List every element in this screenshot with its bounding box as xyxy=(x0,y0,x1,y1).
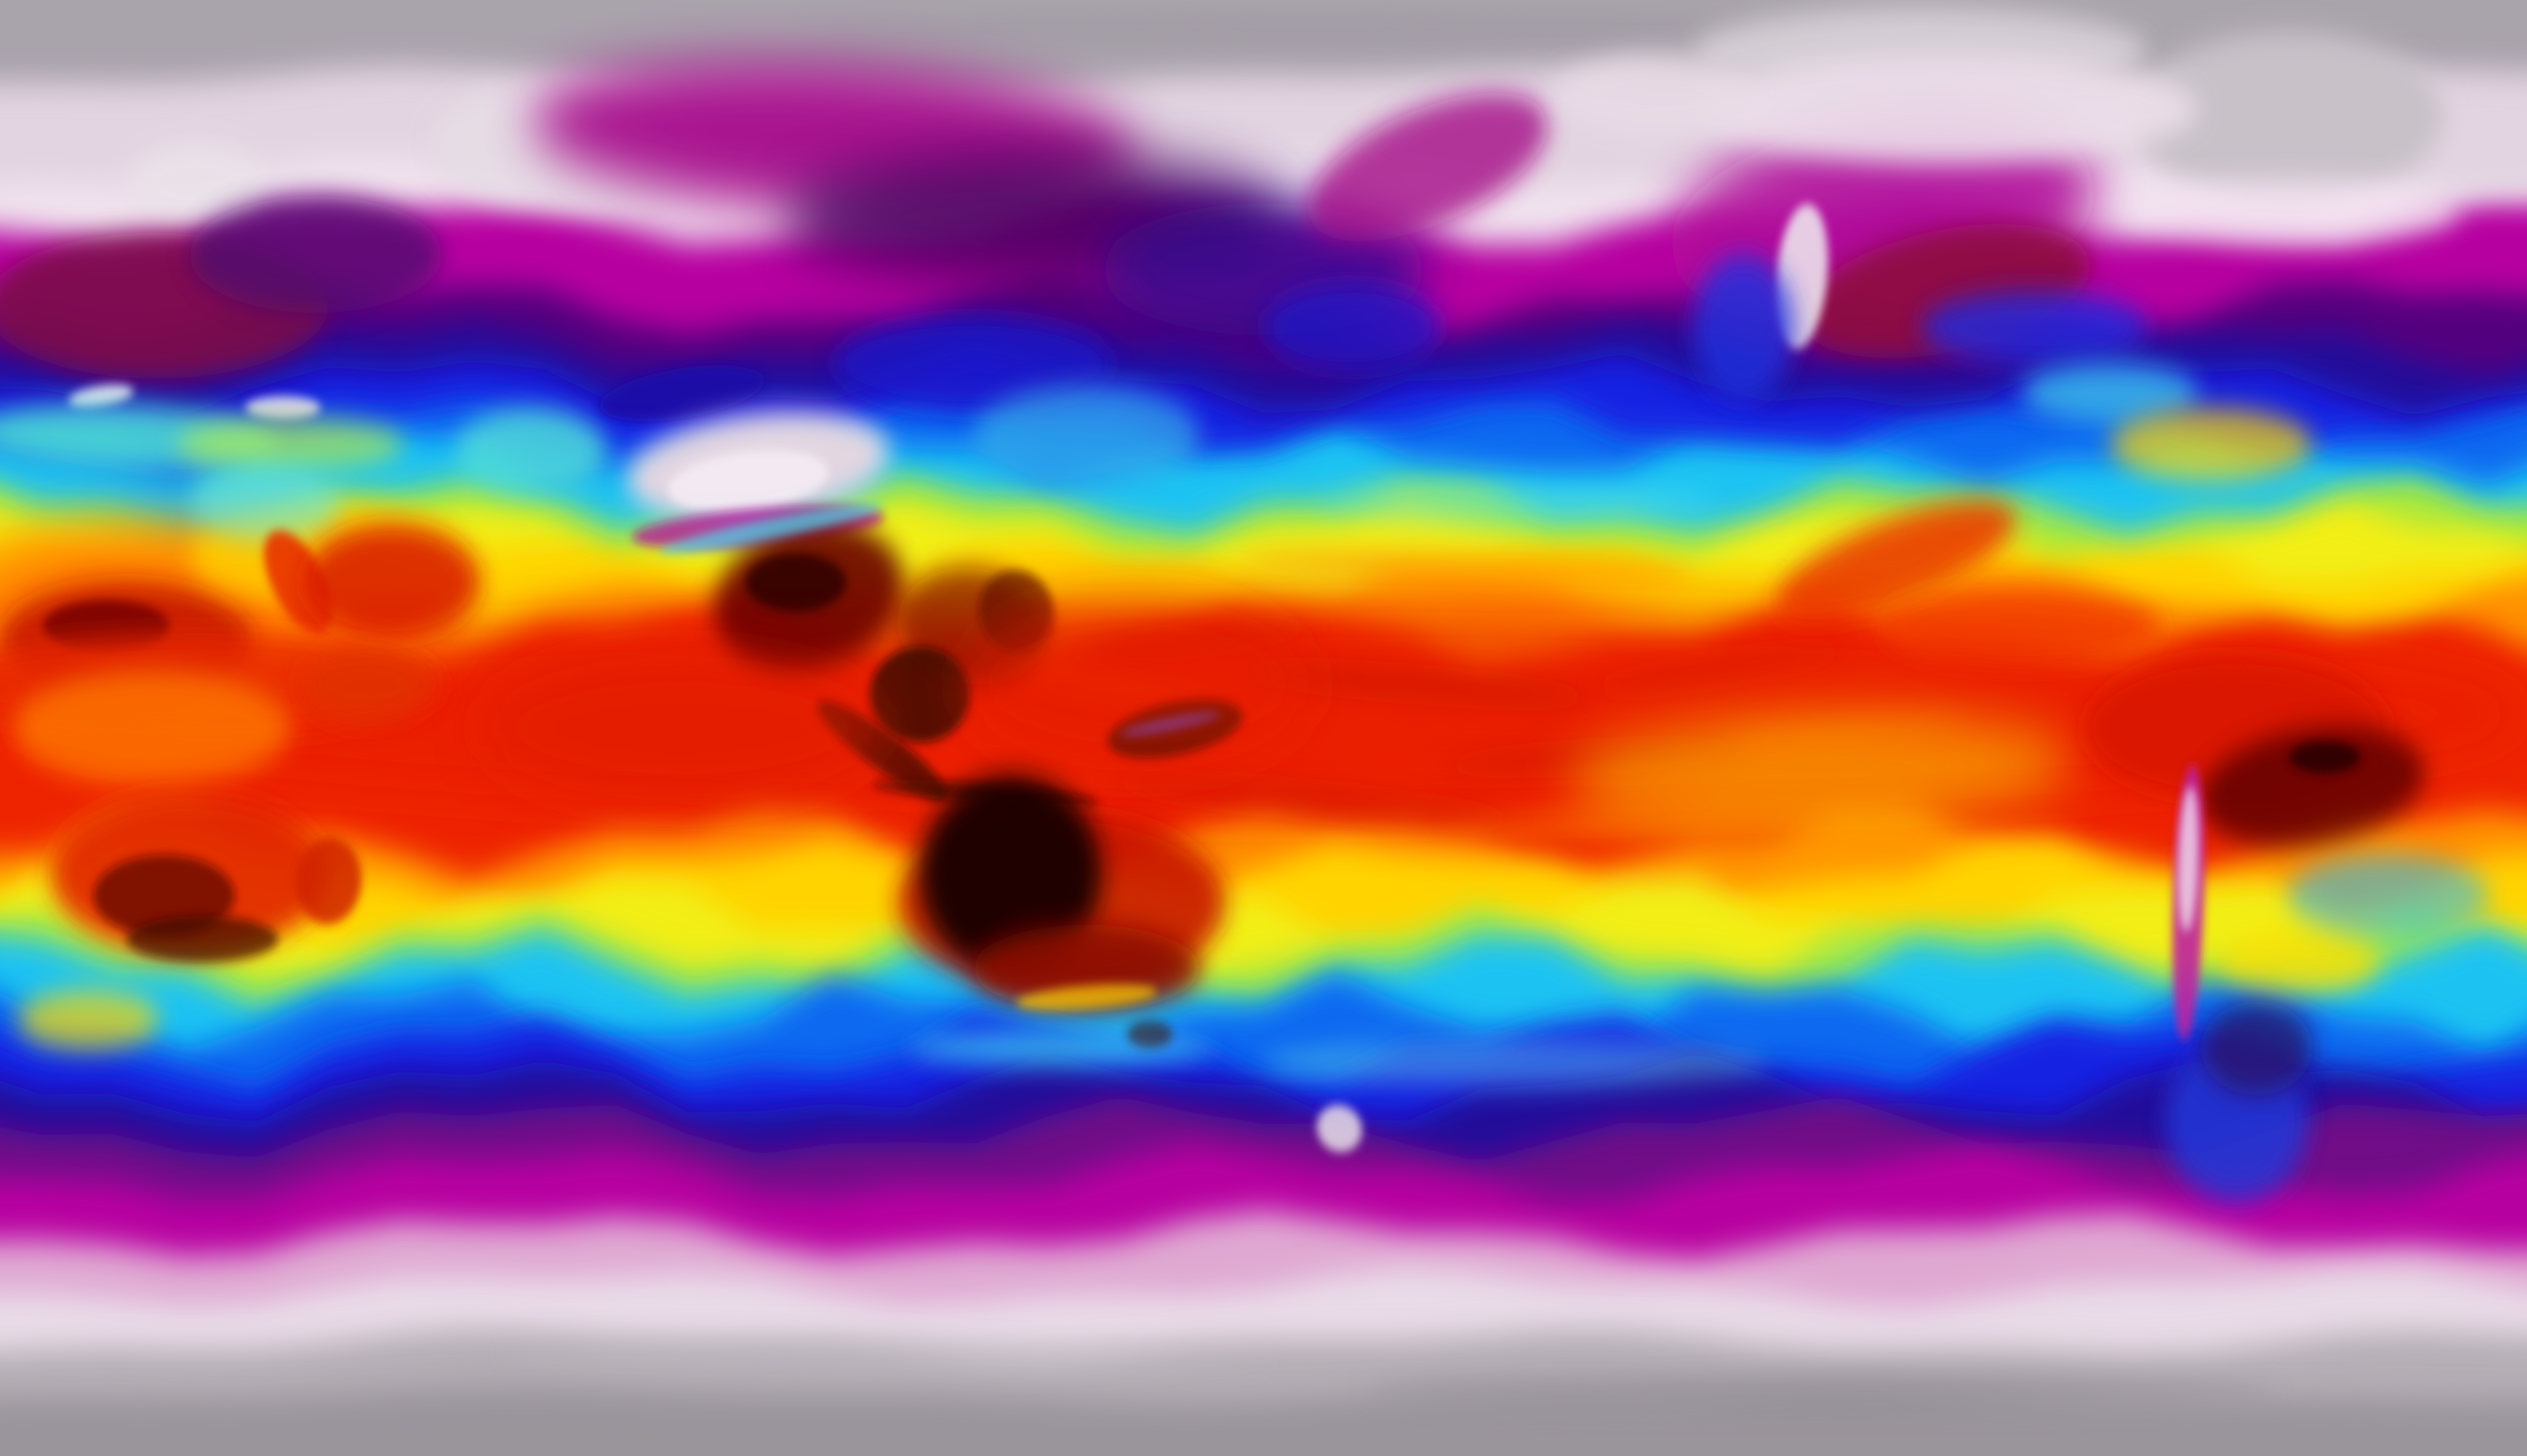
antarctic-bright-streak xyxy=(505,1339,1264,1369)
patagonia-dark-violet xyxy=(2201,1002,2313,1095)
anatolia-snow xyxy=(245,396,321,419)
caspian-cool-cyan xyxy=(455,408,607,495)
subtropical-atlantic-yellow xyxy=(2110,408,2312,481)
mongolia-blue xyxy=(834,317,1112,410)
latitude-bands-south xyxy=(0,801,2527,1456)
australia-yellow-streaks xyxy=(1016,984,1157,1010)
brazil-black-speck xyxy=(2289,741,2361,773)
warm-streak-1 xyxy=(1365,576,1667,618)
india-black-core xyxy=(745,553,847,612)
south-atlantic-storm-yellow xyxy=(18,990,160,1049)
greenland-pink-rim xyxy=(2115,179,2459,243)
congo-orange xyxy=(13,670,291,786)
mediterranean-green xyxy=(176,418,404,471)
arabia-red xyxy=(303,524,481,640)
tasmania-dark-speck xyxy=(1127,1021,1173,1047)
geographic-features-layer xyxy=(0,8,2489,1201)
andes-white-ridge xyxy=(2178,786,2199,932)
madagascar-red xyxy=(295,837,362,924)
south-africa-dark xyxy=(126,916,278,962)
north-pacific-orange-streak xyxy=(1238,550,1693,586)
alaska-pale xyxy=(1554,54,1756,135)
argentina-yellow xyxy=(2219,929,2381,993)
equatorial-eddy-5 xyxy=(1593,647,1844,692)
east-europe-violet xyxy=(190,197,442,313)
canada-pale-pink xyxy=(1693,54,2198,164)
taklamakan-blue-basin xyxy=(599,365,765,421)
australia-extreme-heat-black xyxy=(920,774,1102,973)
alps-snow xyxy=(68,385,134,408)
east-pacific-cold-tongue-yellow xyxy=(1567,713,2072,831)
equatorial-eddy-4 xyxy=(1112,777,1516,825)
new-zealand-snow-specks xyxy=(1317,1105,1362,1152)
equatorial-eddy-2 xyxy=(1239,666,1592,703)
horn-of-africa-red xyxy=(303,648,430,721)
okhotsk-blue xyxy=(1264,284,1441,371)
gulf-of-mexico-blue-dip xyxy=(1921,291,2148,364)
kamchatka-magenta xyxy=(1307,93,1548,242)
scandinavia-snow xyxy=(126,141,268,223)
egypt-cool-cyan xyxy=(190,466,342,539)
arctic-dark-streak xyxy=(808,12,1819,47)
south-pacific-cyan-eddies xyxy=(1264,1040,1769,1086)
borneo-dark-island xyxy=(869,646,971,742)
antarctic-dark-streak xyxy=(1364,1373,2274,1408)
caribbean-red xyxy=(1882,590,2161,663)
se-brazil-coast-cyan xyxy=(2287,855,2489,936)
west-pacific-warm-pool xyxy=(960,597,1314,772)
west-coast-blue xyxy=(1693,255,1794,400)
brazil-hot-maroon xyxy=(2199,726,2425,847)
indian-ocean-deep-red xyxy=(480,655,884,801)
gulf-stream-cyan xyxy=(2022,364,2199,422)
east-china-cyan xyxy=(973,386,1200,488)
himalaya-cyan-arc xyxy=(659,503,883,554)
tibetan-plateau-bright-core xyxy=(668,450,828,511)
greenland-ice-sheet xyxy=(2130,32,2444,201)
north-pacific-cyan-eddies xyxy=(1314,481,1719,524)
mexico-red xyxy=(1774,501,2016,620)
